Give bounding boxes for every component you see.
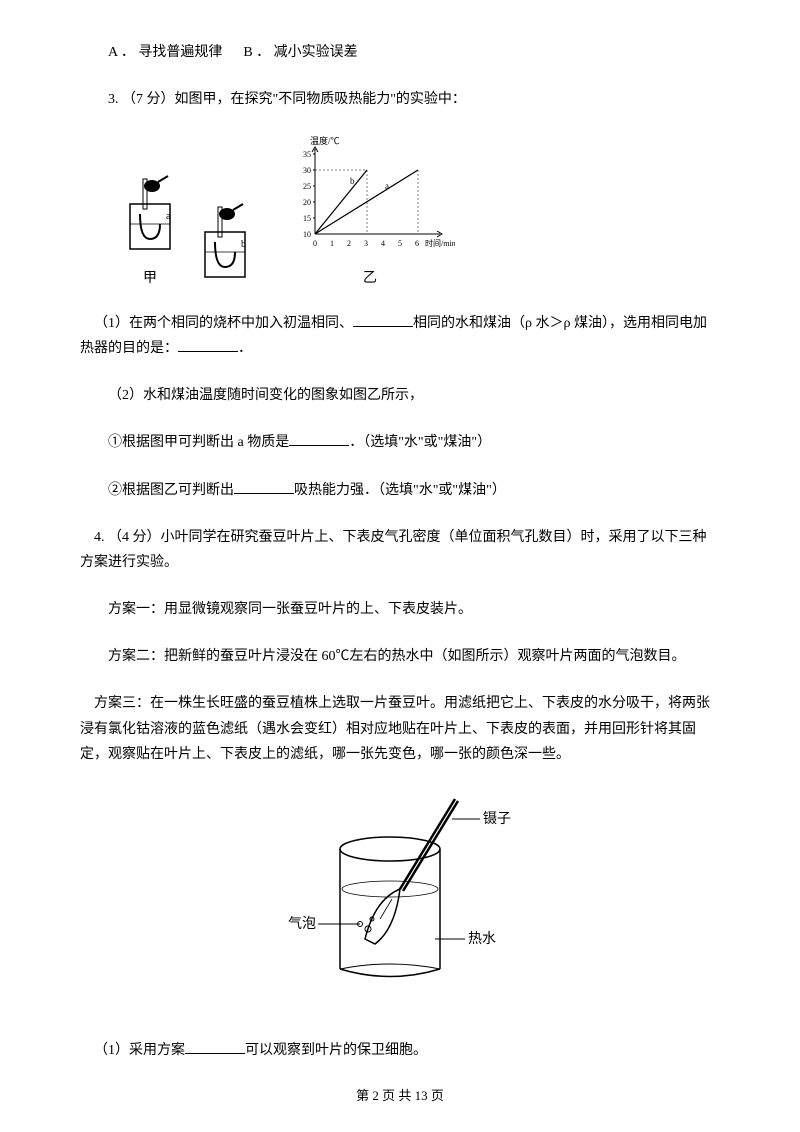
fig-label-jia: 甲 [120, 266, 180, 291]
q4-stem: 4. （4 分）小叶同学在研究蚕豆叶片上、下表皮气孔密度（单位面积气孔数目）时，… [80, 525, 720, 575]
svg-text:热水: 热水 [468, 931, 496, 947]
q3-sub2-1: ①根据图甲可判断出 a 物质是 ．（选填"水"或"煤油"） [80, 430, 720, 455]
q3-stem: 3. （7 分）如图甲，在探究"不同物质吸热能力"的实验中： [80, 87, 720, 112]
q2-options: A ． 寻找普遍规律 B ． 减小实验误差 [80, 40, 720, 65]
svg-text:6: 6 [415, 239, 419, 248]
y-axis-label: 温度/℃ [310, 135, 340, 146]
q3-sub2-2a: ②根据图乙可判断出 [108, 483, 234, 498]
svg-text:b: b [350, 176, 355, 186]
beaker-yi: b [195, 202, 255, 291]
svg-text:35: 35 [303, 150, 311, 159]
blank-5[interactable] [185, 1038, 245, 1054]
page-footer: 第 2 页 共 13 页 [0, 1084, 800, 1107]
q2-option-a: A ． 寻找普遍规律 [108, 45, 222, 60]
svg-text:a: a [166, 211, 171, 222]
q3-sub2-2b: 吸热能力强．（选填"水"或"煤油"） [294, 483, 506, 498]
q4-figure: 镊子 气泡 热水 [80, 789, 720, 1018]
blank-4[interactable] [234, 478, 294, 494]
svg-text:气泡: 气泡 [288, 916, 316, 932]
q4-plan2: 方案二：把新鲜的蚕豆叶片浸没在 60℃左右的热水中（如图所示）观察叶片两面的气泡… [80, 644, 720, 669]
svg-text:2: 2 [347, 239, 351, 248]
q3-sub1: （1）在两个相同的烧杯中加入初温相同、相同的水和煤油（ρ 水＞ρ 煤油），选用相… [80, 311, 720, 361]
svg-text:15: 15 [303, 214, 311, 223]
blank-1[interactable] [353, 311, 413, 327]
blank-2[interactable] [178, 336, 238, 352]
svg-text:b: b [241, 239, 246, 250]
svg-text:时间/min: 时间/min [425, 238, 455, 248]
q4-plan3: 方案三：在一株生长旺盛的蚕豆植株上选取一片蚕豆叶。用滤纸把它上、下表皮的水分吸干… [80, 691, 720, 767]
beaker-b-icon: b [195, 202, 255, 282]
svg-text:4: 4 [381, 239, 385, 248]
q4-plan1: 方案一：用显微镜观察同一张蚕豆叶片的上、下表皮装片。 [80, 597, 720, 622]
beaker-group: a 甲 b [120, 174, 255, 290]
svg-text:5: 5 [398, 239, 402, 248]
temp-chart-icon: 温度/℃ 时间/min 10 15 20 25 30 35 0 1 2 3 4 … [285, 134, 455, 254]
q4-sub1-b: 可以观察到叶片的保卫细胞。 [245, 1043, 427, 1058]
q3-sub1-c: ． [238, 341, 252, 356]
svg-text:1: 1 [330, 239, 334, 248]
q3-sub2-1a: ①根据图甲可判断出 a 物质是 [108, 435, 289, 450]
beaker-leaf-icon: 镊子 气泡 热水 [280, 789, 520, 1009]
beaker-a-icon: a [120, 174, 180, 254]
svg-text:3: 3 [364, 239, 368, 248]
fig-label-yi: 乙 [285, 266, 455, 291]
svg-text:0: 0 [313, 239, 317, 248]
svg-text:25: 25 [303, 182, 311, 191]
q4-sub1-a: （1）采用方案 [94, 1043, 185, 1058]
q3-sub2-1b: ．（选填"水"或"煤油"） [349, 435, 491, 450]
svg-text:20: 20 [303, 198, 311, 207]
q3-sub2-2: ②根据图乙可判断出 吸热能力强．（选填"水"或"煤油"） [80, 478, 720, 503]
q3-sub1-a: （1）在两个相同的烧杯中加入初温相同、 [94, 316, 353, 331]
q4-sub1: （1）采用方案 可以观察到叶片的保卫细胞。 [80, 1038, 720, 1063]
beaker-jia: a 甲 [120, 174, 180, 290]
blank-3[interactable] [289, 430, 349, 446]
svg-text:30: 30 [303, 166, 311, 175]
svg-text:a: a [385, 181, 389, 191]
chart-yi: 温度/℃ 时间/min 10 15 20 25 30 35 0 1 2 3 4 … [285, 134, 455, 290]
svg-text:10: 10 [303, 230, 311, 239]
svg-text:镊子: 镊子 [483, 811, 511, 827]
q3-sub2: （2）水和煤油温度随时间变化的图象如图乙所示， [80, 383, 720, 408]
q3-figures: a 甲 b 温度/℃ 时间/min 10 15 20 [120, 134, 720, 290]
q2-option-b: B ． 减小实验误差 [243, 45, 357, 60]
